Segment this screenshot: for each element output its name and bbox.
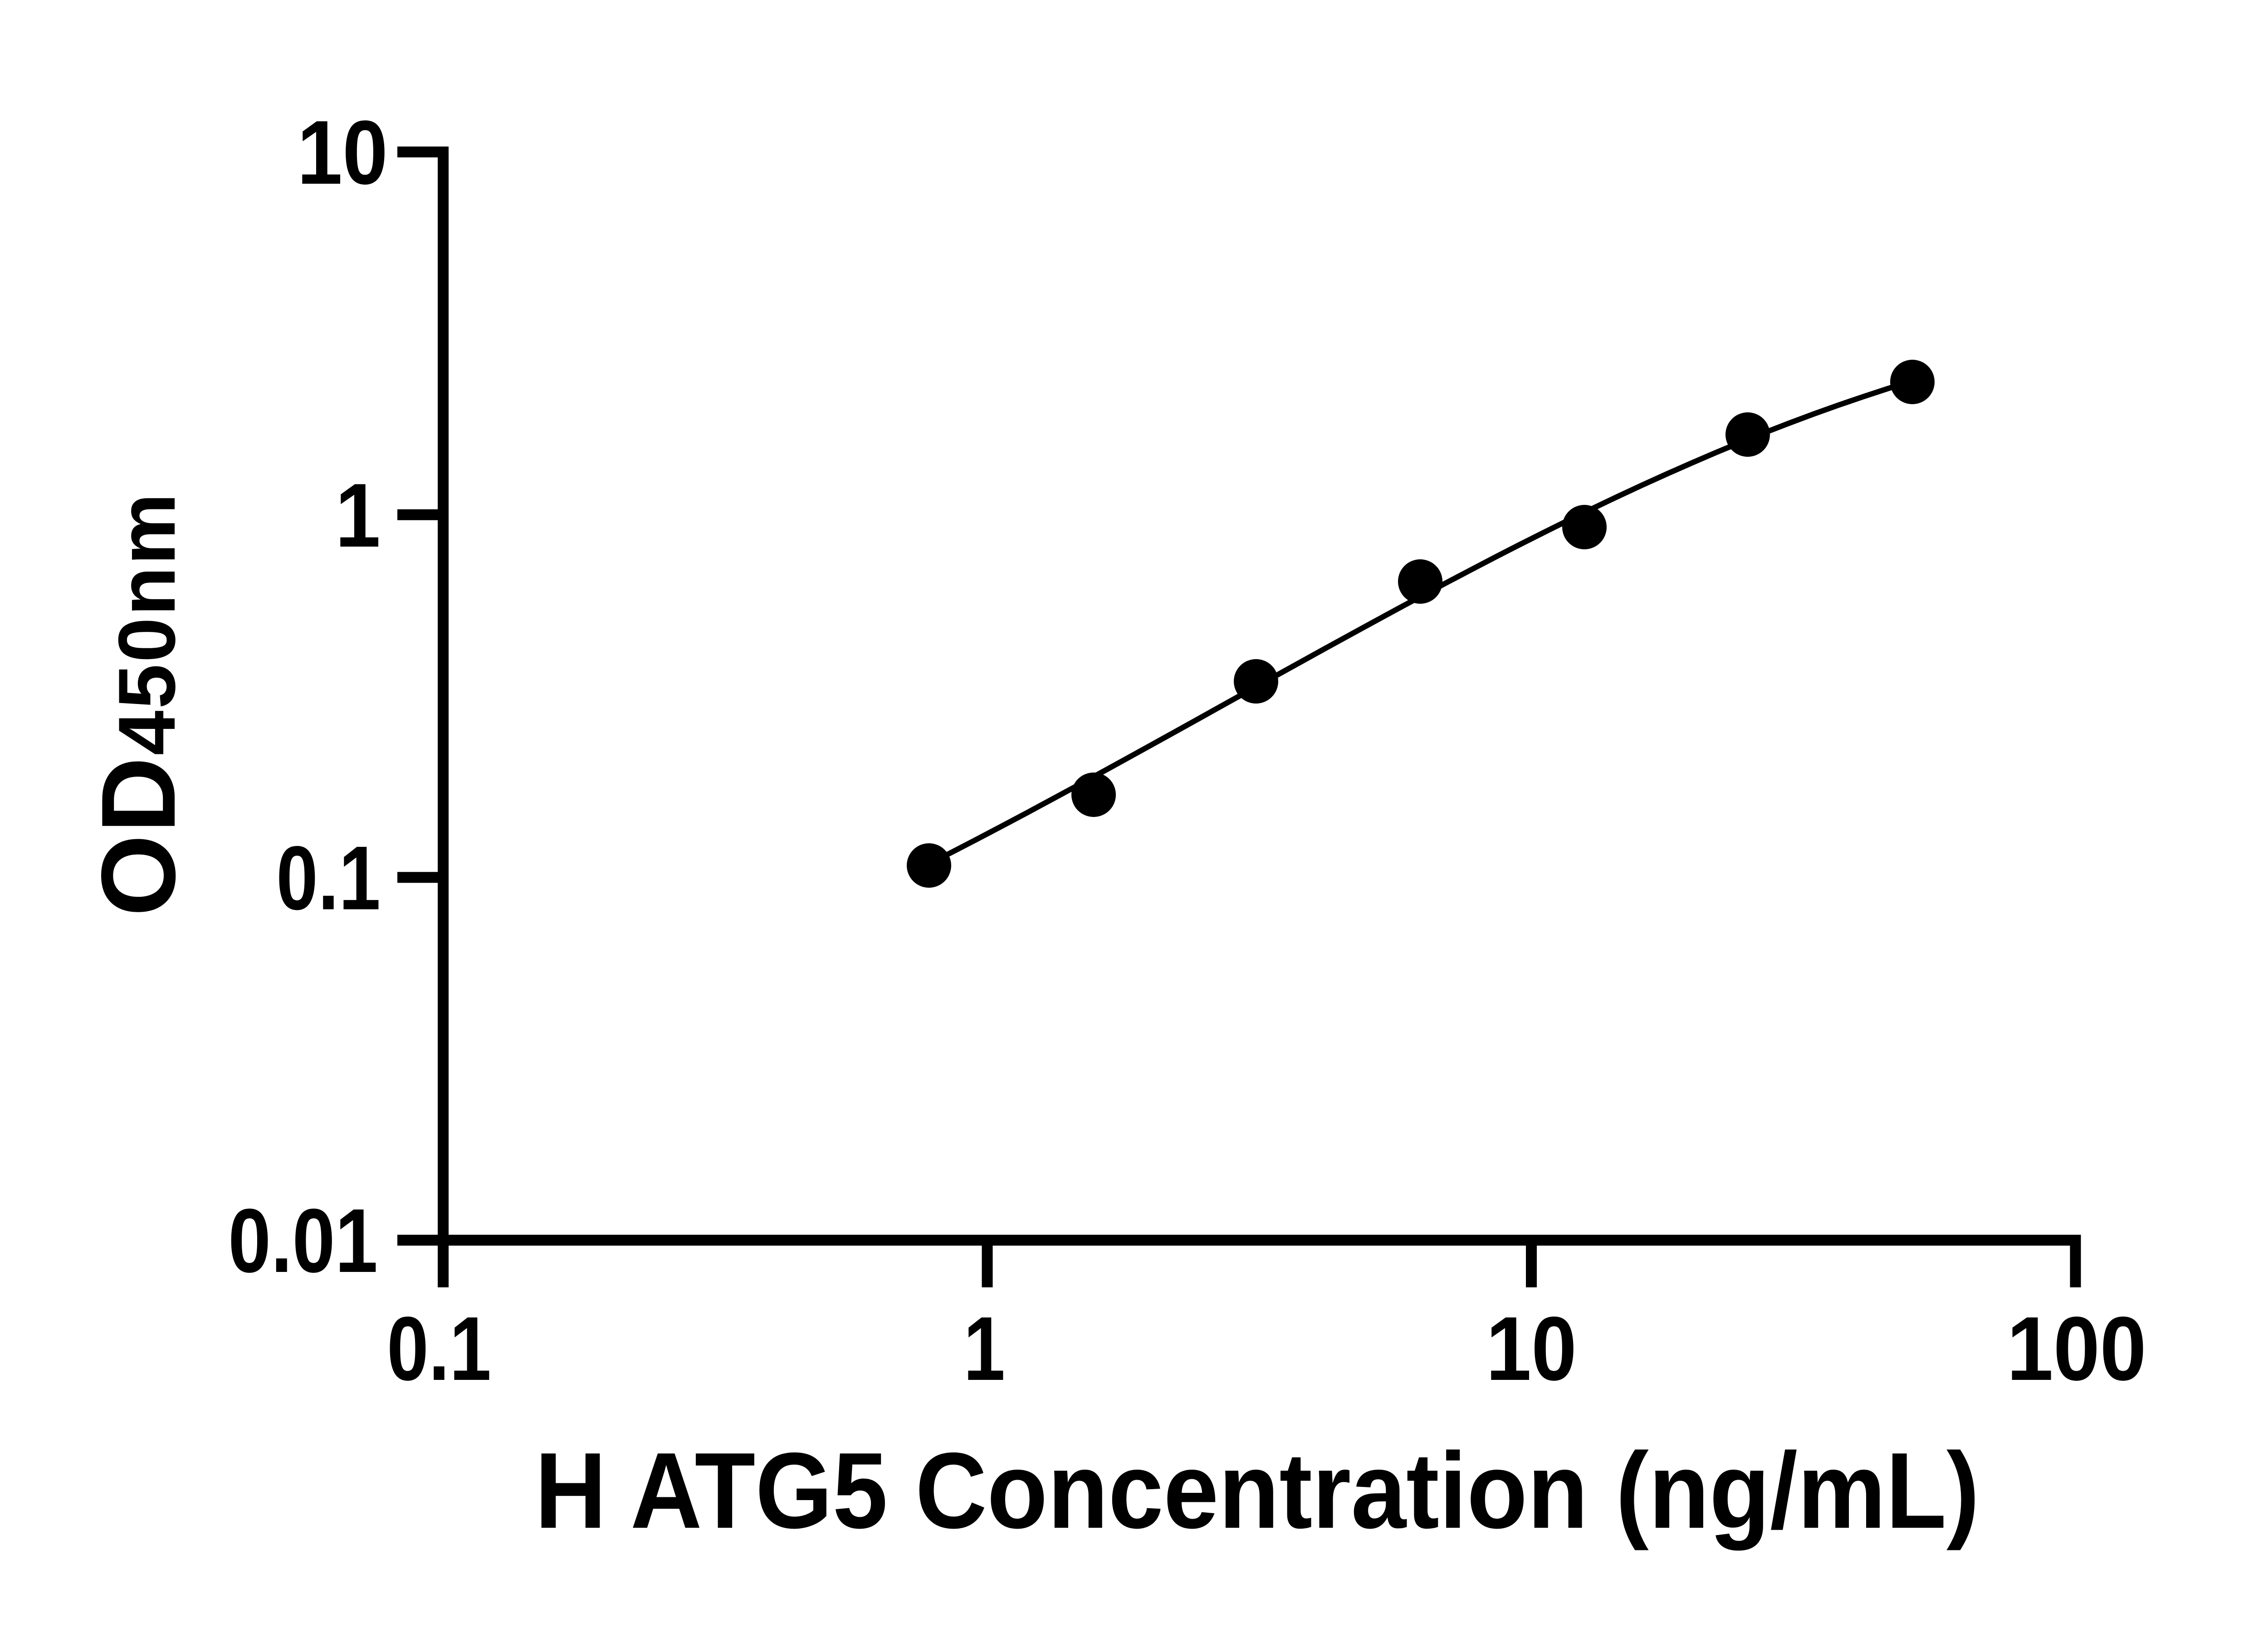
svg-text:1: 1 bbox=[963, 1298, 1005, 1399]
svg-text:1: 1 bbox=[335, 465, 381, 566]
svg-text:100: 100 bbox=[2007, 1298, 2146, 1399]
svg-text:0.01: 0.01 bbox=[228, 1190, 378, 1291]
svg-text:OD450nm: OD450nm bbox=[80, 492, 197, 917]
svg-text:0.1: 0.1 bbox=[276, 828, 381, 929]
svg-text:H ATG5 Concentration (ng/mL): H ATG5 Concentration (ng/mL) bbox=[535, 1431, 1980, 1551]
svg-text:0.1: 0.1 bbox=[387, 1298, 491, 1399]
svg-text:10: 10 bbox=[1486, 1298, 1577, 1399]
svg-text:10: 10 bbox=[297, 102, 388, 203]
